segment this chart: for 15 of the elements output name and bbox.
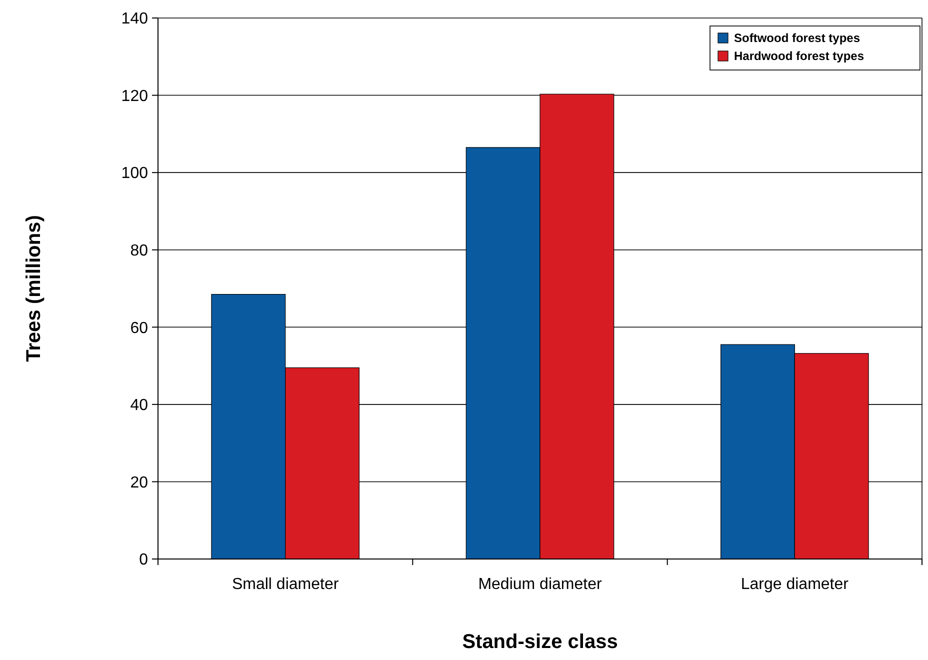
legend-label: Hardwood forest types	[734, 49, 864, 63]
y-tick-label: 20	[130, 474, 148, 492]
y-axis-title: Trees (millions)	[23, 215, 45, 362]
y-tick-label: 140	[121, 10, 148, 28]
y-tick-label: 120	[121, 88, 148, 105]
x-tick-label: Medium diameter	[478, 576, 602, 593]
y-tick-label: 60	[130, 320, 148, 337]
x-axis-title: Stand-size class	[462, 631, 618, 653]
y-tick-label: 100	[121, 165, 148, 182]
y-tick-label: 80	[130, 242, 148, 260]
y-tick-label: 40	[130, 397, 148, 414]
legend-label: Softwood forest types	[734, 31, 860, 45]
x-tick-label: Large diameter	[740, 576, 850, 593]
x-tick-label: Small diameter	[232, 576, 340, 593]
y-tick-label: 0	[139, 552, 148, 569]
